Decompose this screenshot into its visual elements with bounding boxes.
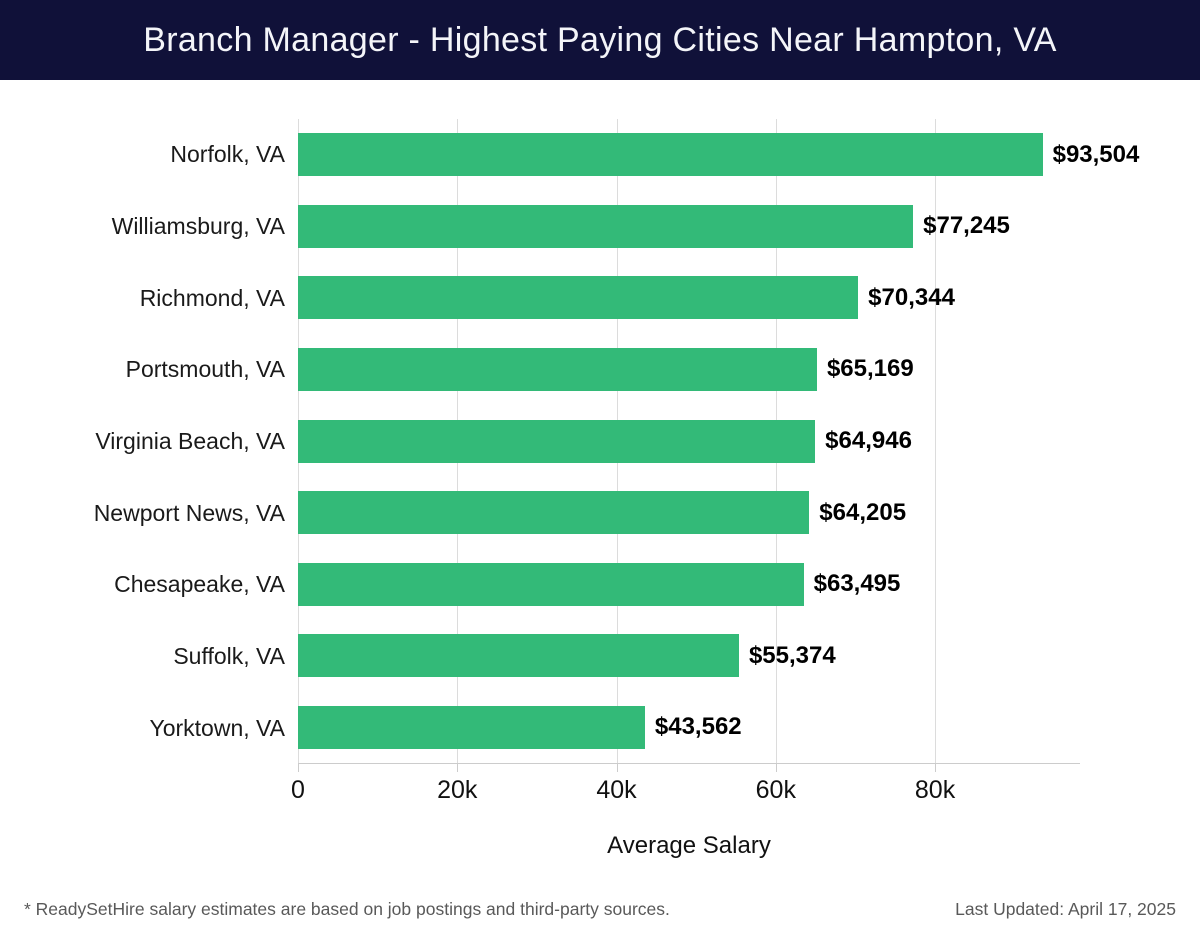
page-title: Branch Manager - Highest Paying Cities N… xyxy=(143,20,1057,59)
category-label: Richmond, VA xyxy=(139,284,285,311)
bar-row: $93,504 xyxy=(298,119,1139,191)
bar-value-label: $63,495 xyxy=(813,570,901,598)
salary-bar xyxy=(298,562,804,606)
bar-value-label: $77,245 xyxy=(923,212,1010,240)
bar-chart: 0 20k 40k 60k 80k $93,504 $77,245 $70,344 $65,1… xyxy=(291,119,1139,804)
x-tick-mark xyxy=(298,763,299,772)
bar-row: $55,374 xyxy=(298,620,1080,692)
header-bar: Branch Manager - Highest Paying Cities N… xyxy=(0,0,1200,80)
bar-value-label: $64,205 xyxy=(819,498,907,526)
x-axis-title: Average Salary xyxy=(607,832,771,859)
x-tick-mark xyxy=(457,763,459,772)
x-tick-label: 0 xyxy=(291,776,305,804)
bar-rows: $93,504 $77,245 $70,344 $65,169 $64,946 $64,2… xyxy=(298,119,1139,764)
x-tick-mark xyxy=(616,763,618,772)
footer-disclaimer: * ReadySetHire salary estimates are base… xyxy=(24,899,670,919)
salary-bar xyxy=(298,705,645,749)
category-label: Suffolk, VA xyxy=(173,643,285,670)
x-tick-label: 20k xyxy=(437,776,478,804)
bar-row: $65,169 xyxy=(298,334,1080,406)
salary-bar xyxy=(298,133,1043,177)
category-labels: Norfolk, VA Williamsburg, VA Richmond, VA P… xyxy=(0,119,285,764)
bar-value-label: $64,946 xyxy=(825,427,912,455)
x-tick-mark xyxy=(775,763,777,772)
x-tick-label: 40k xyxy=(596,776,637,804)
salary-bar xyxy=(298,204,914,248)
salary-bar xyxy=(298,276,859,320)
category-label: Norfolk, VA xyxy=(170,141,285,168)
bar-row: $64,946 xyxy=(298,405,1080,477)
footer: * ReadySetHire salary estimates are base… xyxy=(0,899,1200,920)
gridline xyxy=(935,119,937,763)
category-label: Williamsburg, VA xyxy=(111,213,285,239)
bar-row: $77,245 xyxy=(298,191,1080,263)
x-tick-label: 60k xyxy=(755,776,796,804)
salary-bar xyxy=(298,634,739,678)
category-label: Newport News, VA xyxy=(93,499,285,526)
category-label: Yorktown, VA xyxy=(149,714,285,741)
bar-row: $64,205 xyxy=(298,477,1080,549)
category-label: Portsmouth, VA xyxy=(125,356,285,383)
bar-row: $63,495 xyxy=(298,548,1080,620)
category-label: Virginia Beach, VA xyxy=(95,428,285,455)
footer-last-updated: Last Updated: April 17, 2025 xyxy=(955,899,1176,919)
bar-row: $43,562 xyxy=(298,692,1080,764)
bar-row: $70,344 xyxy=(298,262,1080,334)
salary-bar xyxy=(298,347,817,391)
salary-bar xyxy=(298,491,810,535)
bar-value-label: $93,504 xyxy=(1052,140,1140,168)
category-label: Chesapeake, VA xyxy=(114,571,285,598)
bar-value-label: $55,374 xyxy=(748,641,836,669)
x-tick-mark xyxy=(935,763,937,772)
x-tick-label: 80k xyxy=(914,776,956,804)
bar-value-label: $65,169 xyxy=(826,355,914,383)
salary-bar xyxy=(298,419,816,463)
bar-value-label: $70,344 xyxy=(868,283,955,311)
bar-value-label: $43,562 xyxy=(654,713,742,741)
